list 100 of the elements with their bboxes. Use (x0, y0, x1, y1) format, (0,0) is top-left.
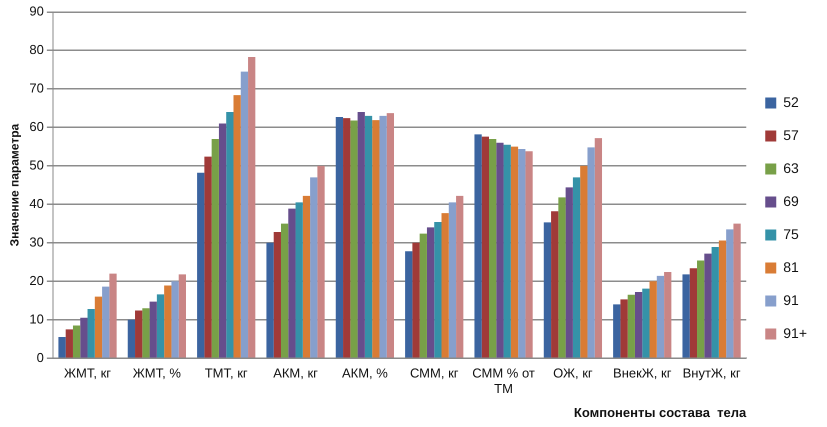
bar (296, 202, 303, 358)
bar (80, 318, 88, 358)
bar (266, 242, 274, 358)
bar (726, 229, 734, 358)
bar (434, 222, 442, 358)
bar (566, 187, 573, 358)
bar (164, 286, 172, 358)
x-tick-label: ТМТ, кг (204, 366, 248, 381)
bar (650, 281, 657, 358)
y-tick-label: 30 (29, 234, 44, 250)
bar (58, 337, 66, 358)
bar (594, 138, 602, 358)
bar (504, 144, 511, 358)
bar (482, 136, 490, 358)
bar (233, 95, 241, 358)
bar (682, 274, 690, 358)
bar (142, 308, 150, 358)
bar (288, 208, 296, 358)
bar (66, 329, 73, 358)
bar (489, 138, 496, 358)
bar (171, 281, 179, 358)
bar (379, 116, 387, 358)
bar (442, 213, 449, 358)
bar (72, 326, 80, 358)
bar (135, 310, 142, 358)
bar (150, 302, 157, 358)
bar (128, 320, 136, 358)
legend-label: 57 (783, 126, 800, 143)
bar (88, 308, 95, 358)
x-tick-label: СММ % от ТМ (472, 366, 535, 396)
bar (178, 274, 186, 358)
bar (218, 124, 226, 358)
bar (712, 247, 719, 358)
bar (558, 197, 566, 358)
y-tick-label: 80 (29, 42, 44, 58)
bar (212, 138, 219, 358)
bar (572, 177, 580, 358)
x-tick-label: ВнекЖ, кг (613, 366, 672, 381)
bar (426, 227, 434, 358)
x-tick-label: СММ, кг (410, 366, 459, 381)
bar (510, 146, 518, 358)
bar (733, 224, 741, 358)
bar (94, 296, 102, 358)
bar (350, 120, 358, 358)
bar (704, 254, 712, 358)
bar (448, 202, 456, 358)
legend-label: 75 (783, 226, 800, 242)
bar (551, 211, 558, 358)
y-tick-label: 40 (29, 196, 44, 211)
bar (587, 147, 595, 358)
bar (656, 276, 664, 358)
bar (248, 57, 256, 358)
bar (613, 304, 620, 358)
bar (496, 142, 504, 358)
y-axis-title: Значение параметра (8, 123, 22, 246)
bar (690, 268, 698, 358)
bar (525, 151, 533, 358)
bar (310, 177, 318, 358)
bar (620, 299, 628, 358)
bar (226, 112, 234, 358)
y-tick-label: 60 (29, 118, 44, 134)
x-tick-label: АКМ, кг (273, 366, 318, 381)
bar (109, 274, 117, 358)
y-tick-label: 0 (36, 350, 44, 365)
y-tick-label: 20 (29, 272, 44, 288)
x-tick-label: АКМ, % (342, 366, 388, 381)
bar (405, 251, 412, 358)
x-axis-title: Компоненты состава тела (574, 404, 748, 420)
y-tick-label: 70 (29, 80, 44, 96)
bar (420, 234, 427, 358)
bar (456, 196, 464, 358)
bar (697, 260, 704, 358)
bar (474, 134, 482, 358)
legend-label: 69 (783, 192, 800, 209)
bar (372, 120, 380, 358)
legend-label: 63 (783, 160, 800, 176)
bar (204, 156, 212, 358)
x-tick-label: ЖМТ, кг (64, 366, 112, 381)
bar (343, 118, 350, 358)
legend-label: 91 (783, 292, 800, 308)
x-tick-label: ЖМТ, % (132, 366, 182, 381)
y-tick-label: 90 (29, 4, 44, 19)
bar (240, 72, 248, 358)
bar (412, 242, 420, 358)
bar (634, 292, 642, 358)
bar (302, 196, 310, 358)
y-tick-label: 10 (29, 311, 44, 326)
bar (197, 172, 204, 358)
x-tick-label: ОЖ, кг (553, 366, 593, 381)
legend-label: 91+ (783, 324, 807, 341)
x-tick-label: ВнутЖ, кг (682, 366, 741, 381)
bar (580, 166, 588, 358)
bar (544, 222, 552, 358)
bar (274, 232, 281, 358)
bar (336, 117, 344, 358)
bar (280, 224, 288, 358)
bar (156, 294, 164, 358)
bar (642, 288, 650, 358)
bar (718, 240, 726, 358)
bar (518, 148, 526, 358)
